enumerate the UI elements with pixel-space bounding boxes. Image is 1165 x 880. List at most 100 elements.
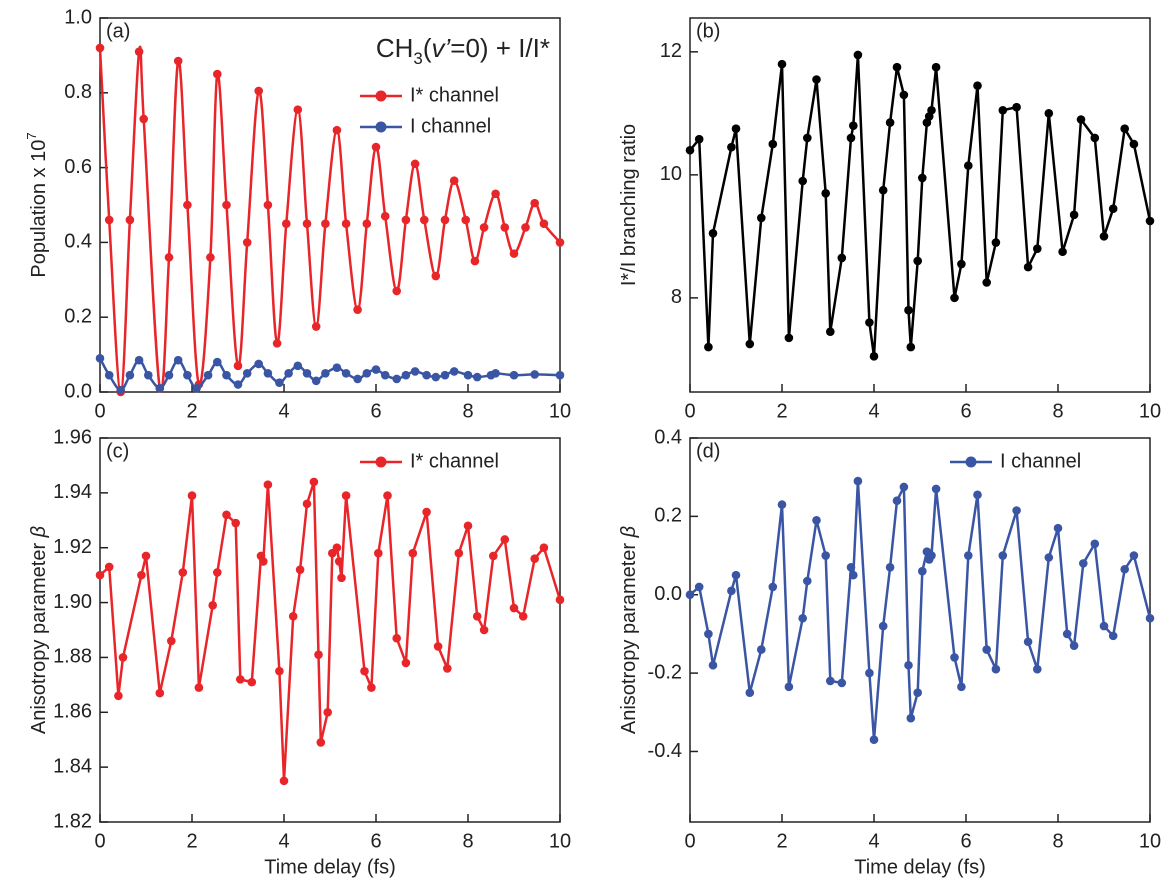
data-point: [991, 238, 1001, 247]
data-point: [803, 133, 812, 143]
data-point: [685, 145, 695, 155]
data-point: [768, 139, 778, 149]
data-point: [440, 215, 450, 225]
data-point: [222, 370, 231, 380]
data-point: [1053, 523, 1063, 533]
rich-label: Anisotropy parameter β: [28, 526, 50, 734]
x-tick-label: 8: [462, 400, 473, 422]
data-point: [401, 370, 411, 380]
data-point: [1129, 139, 1139, 149]
x-tick-label: 6: [960, 400, 971, 422]
data-point: [913, 256, 922, 266]
data-point: [906, 713, 916, 723]
data-point: [155, 383, 165, 393]
data-point: [332, 363, 342, 372]
data-point: [383, 491, 392, 500]
plot-frame: [99, 437, 561, 823]
label-part: I*/I branching ratio: [618, 124, 640, 286]
data-point: [1044, 109, 1054, 118]
data-point: [353, 305, 362, 315]
data-point: [233, 361, 243, 371]
data-point: [431, 271, 441, 281]
data-point: [500, 223, 510, 232]
data-point: [869, 352, 879, 361]
data-point: [311, 376, 321, 386]
y-tick-label: -0.4: [648, 740, 682, 762]
data-point: [392, 286, 402, 296]
data-point: [1023, 637, 1033, 647]
y-tick-label: 1.86: [53, 701, 92, 723]
data-point: [745, 339, 755, 349]
data-point: [183, 200, 192, 210]
data-point: [1145, 613, 1155, 623]
data-point: [768, 582, 778, 592]
y-tick-label: 1.90: [53, 591, 92, 613]
data-point: [878, 621, 888, 631]
data-point: [998, 105, 1008, 115]
data-point: [114, 691, 123, 701]
data-point: [134, 355, 144, 365]
data-point: [530, 554, 539, 563]
plot-frame: [689, 437, 1151, 823]
y-tick-label: 1.88: [53, 646, 92, 668]
data-point: [869, 735, 879, 745]
legend-label: I channel: [1000, 450, 1081, 472]
data-point: [1145, 216, 1155, 226]
data-point: [906, 342, 916, 352]
y-tick-label: 0.0: [654, 583, 682, 605]
data-point: [1108, 631, 1118, 641]
label-part: Anisotropy parameter: [28, 537, 50, 734]
label-part: Population x 10: [28, 140, 50, 278]
label-part: v’: [431, 33, 451, 63]
y-tick-label: -0.2: [648, 661, 682, 683]
series-line: [99, 480, 562, 783]
x-tick-label: 0: [684, 830, 695, 852]
data-point: [731, 570, 741, 580]
label-part: β: [28, 526, 50, 538]
x-tick-label: 8: [1052, 400, 1063, 422]
data-point: [530, 370, 539, 379]
data-point: [973, 81, 982, 90]
data-point: [288, 611, 298, 621]
data-point: [1012, 506, 1021, 515]
data-point: [341, 369, 351, 378]
data-point: [470, 256, 480, 266]
data-point: [401, 215, 411, 225]
y-tick-label: 0.0: [64, 380, 92, 402]
data-point: [757, 213, 766, 223]
data-point: [878, 185, 888, 195]
x-tick-label: 10: [549, 400, 571, 422]
data-point: [104, 370, 114, 380]
data-point: [293, 105, 303, 114]
data-point: [362, 369, 372, 378]
y-tick-label: 12: [660, 40, 682, 62]
data-point: [222, 510, 231, 520]
data-point: [694, 582, 704, 592]
legend-label: I channel: [410, 115, 491, 137]
data-point: [539, 543, 549, 553]
data-point: [509, 249, 519, 258]
data-point: [173, 56, 183, 66]
data-point: [1099, 621, 1109, 631]
data-point: [433, 642, 443, 651]
data-point: [853, 476, 863, 486]
data-point: [957, 682, 966, 692]
data-point: [812, 515, 821, 525]
data-point: [263, 480, 273, 489]
y-tick-label: 1.82: [53, 810, 92, 832]
data-point: [420, 215, 429, 225]
data-point: [555, 595, 565, 605]
data-point: [1033, 664, 1042, 674]
data-point: [463, 521, 473, 531]
x-tick-label: 2: [186, 400, 197, 422]
data-point: [254, 359, 263, 369]
data-point: [885, 118, 895, 127]
data-point: [899, 90, 909, 100]
data-point: [341, 491, 351, 500]
data-point: [1099, 232, 1109, 241]
data-point: [95, 43, 105, 53]
legend-marker: [965, 456, 977, 468]
data-point: [164, 370, 174, 380]
data-point: [918, 566, 927, 576]
data-point: [849, 121, 858, 130]
